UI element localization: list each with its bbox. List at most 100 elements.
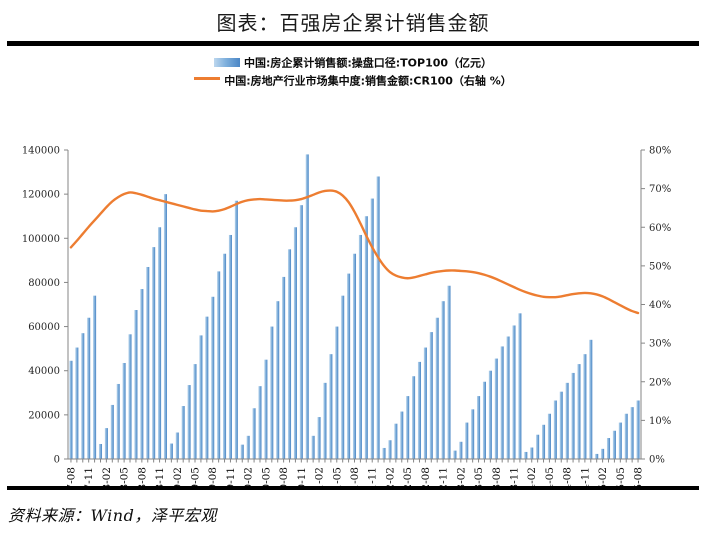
line-series xyxy=(69,189,640,315)
bar-2023-06 xyxy=(482,381,486,459)
bar-2017-12 xyxy=(93,295,97,459)
bar-2020-04 xyxy=(258,386,262,459)
y2-tick-label: 80% xyxy=(649,146,671,157)
bar-2024-01 xyxy=(524,451,528,459)
bar-2021-03 xyxy=(323,382,327,459)
bar-2018-07 xyxy=(134,310,138,459)
y2-tick-label: 30% xyxy=(649,339,671,350)
bar-2021-10 xyxy=(364,216,368,459)
x-tick-label: 2023-11 xyxy=(508,467,520,486)
bar-2025-04 xyxy=(612,430,616,459)
bar-2017-10 xyxy=(81,333,85,459)
cr100-line xyxy=(69,189,640,315)
bar-2025-03 xyxy=(606,438,611,459)
bar-2024-10 xyxy=(577,364,581,459)
y-tick-label: 60000 xyxy=(28,322,60,333)
title-divider xyxy=(7,41,699,46)
x-tick-label: 2020-05 xyxy=(260,467,272,486)
bar-2019-08 xyxy=(211,296,215,459)
bar-2024-08 xyxy=(565,382,569,459)
chart-figure: 中国:房企累计销售额:操盘口径:TOP100（亿元） 中国:房地产行业市场集中度… xyxy=(0,46,706,487)
bar-2024-07 xyxy=(559,391,563,459)
bar-2024-04 xyxy=(542,424,546,459)
bar-2021-07 xyxy=(347,273,351,459)
x-tick-label: 2024-11 xyxy=(579,467,591,486)
bar-2024-06 xyxy=(553,400,557,459)
bar-2020-12 xyxy=(305,154,309,459)
y2-tick-label: 0% xyxy=(649,455,665,466)
x-tick-label: 2024-02 xyxy=(526,467,538,486)
x-tick-label: 2020-02 xyxy=(243,467,255,486)
bar-2018-04 xyxy=(116,383,120,459)
legend-line-swatch-icon xyxy=(194,77,221,80)
y-tick-label: 0 xyxy=(54,455,60,466)
bar-2023-04 xyxy=(471,409,475,459)
y-tick-label: 40000 xyxy=(28,366,60,377)
y2-tick-label: 20% xyxy=(649,377,671,388)
bar-2018-01 xyxy=(98,443,103,459)
y2-tick-label: 60% xyxy=(649,223,671,234)
y2-tick-label: 70% xyxy=(649,184,671,195)
bar-2020-02 xyxy=(246,435,250,459)
chart-legend: 中国:房企累计销售额:操盘口径:TOP100（亿元） 中国:房地产行业市场集中度… xyxy=(0,54,706,89)
bar-2023-07 xyxy=(488,370,492,459)
bar-2023-11 xyxy=(512,325,516,459)
chart-svg: 020000400006000080000100000120000140000 … xyxy=(22,146,671,487)
bar-2025-07 xyxy=(630,407,634,459)
y-tick-label: 100000 xyxy=(22,234,60,245)
bar-2019-09 xyxy=(217,271,221,459)
x-tick-label: 2022-05 xyxy=(402,467,414,486)
bar-2024-11 xyxy=(583,354,587,459)
bar-2023-10 xyxy=(506,336,510,459)
x-tick-label: 2018-02 xyxy=(101,467,113,486)
bar-2019-02 xyxy=(175,432,179,459)
x-tick-label: 2022-11 xyxy=(438,467,450,486)
bar-2025-08 xyxy=(636,400,640,459)
bar-2021-11 xyxy=(370,198,374,459)
bar-2022-07 xyxy=(417,361,422,459)
bar-2025-01 xyxy=(595,453,599,459)
x-axis-labels: 2017-08 2017-11 2018-02 2018-05 2018-08 2018-… xyxy=(65,467,644,486)
bar-2020-10 xyxy=(293,227,297,459)
y2-axis-labels: 0% 10% 20% 30% 40% 50% 60% 70% 80% xyxy=(649,146,671,466)
bar-2021-05 xyxy=(335,326,339,459)
bar-2020-03 xyxy=(252,408,256,459)
bar-2018-10 xyxy=(152,247,156,459)
bar-2018-09 xyxy=(146,266,150,459)
legend-item-line: 中国:房地产行业市场集中度:销售金额:CR100（右轴 %） xyxy=(0,72,706,90)
chart-axes xyxy=(64,149,645,463)
bar-2025-05 xyxy=(618,422,622,459)
x-tick-label: 2019-02 xyxy=(172,467,184,486)
bar-2023-09 xyxy=(500,346,504,459)
x-tick-label: 2025-02 xyxy=(597,467,609,486)
bar-2020-01 xyxy=(240,444,244,459)
bar-2021-02 xyxy=(317,417,321,459)
bar-2024-05 xyxy=(547,413,551,459)
x-tick-label: 2024-05 xyxy=(544,467,556,486)
y-tick-label: 20000 xyxy=(28,410,60,421)
bar-2017-08 xyxy=(69,360,73,459)
x-tick-label: 2018-05 xyxy=(119,467,131,486)
bar-2021-09 xyxy=(358,234,362,459)
bar-2023-08 xyxy=(494,358,498,459)
plot-area: 0 20000 40000 60000 80000 100000 120000 140000 … xyxy=(0,46,706,487)
bar-2021-08 xyxy=(352,253,357,459)
x-tick-label: 2025-08 xyxy=(633,467,645,486)
source-note: 资料来源：Wind，泽平宏观 xyxy=(8,506,217,525)
bar-2022-03 xyxy=(394,423,398,459)
bar-2022-04 xyxy=(400,411,404,459)
bar-2020-07 xyxy=(276,301,280,459)
x-tick-label: 2021-05 xyxy=(331,467,343,486)
page-title: 图表：百强房企累计销售金额 xyxy=(216,11,490,35)
x-tick-label: 2018-11 xyxy=(154,467,166,486)
x-tick-label: 2024-08 xyxy=(562,467,574,486)
bar-2022-12 xyxy=(447,285,451,459)
bar-2020-05 xyxy=(264,359,268,459)
bar-2019-05 xyxy=(193,364,197,459)
y2-tick-label: 40% xyxy=(649,300,671,311)
bar-2023-12 xyxy=(518,313,522,459)
bar-2021-12 xyxy=(376,176,380,460)
y-tick-label: 140000 xyxy=(22,146,60,157)
bar-2019-07 xyxy=(205,316,209,459)
y-axis-labels: 0 20000 40000 60000 80000 100000 120000 140000 xyxy=(22,146,60,466)
